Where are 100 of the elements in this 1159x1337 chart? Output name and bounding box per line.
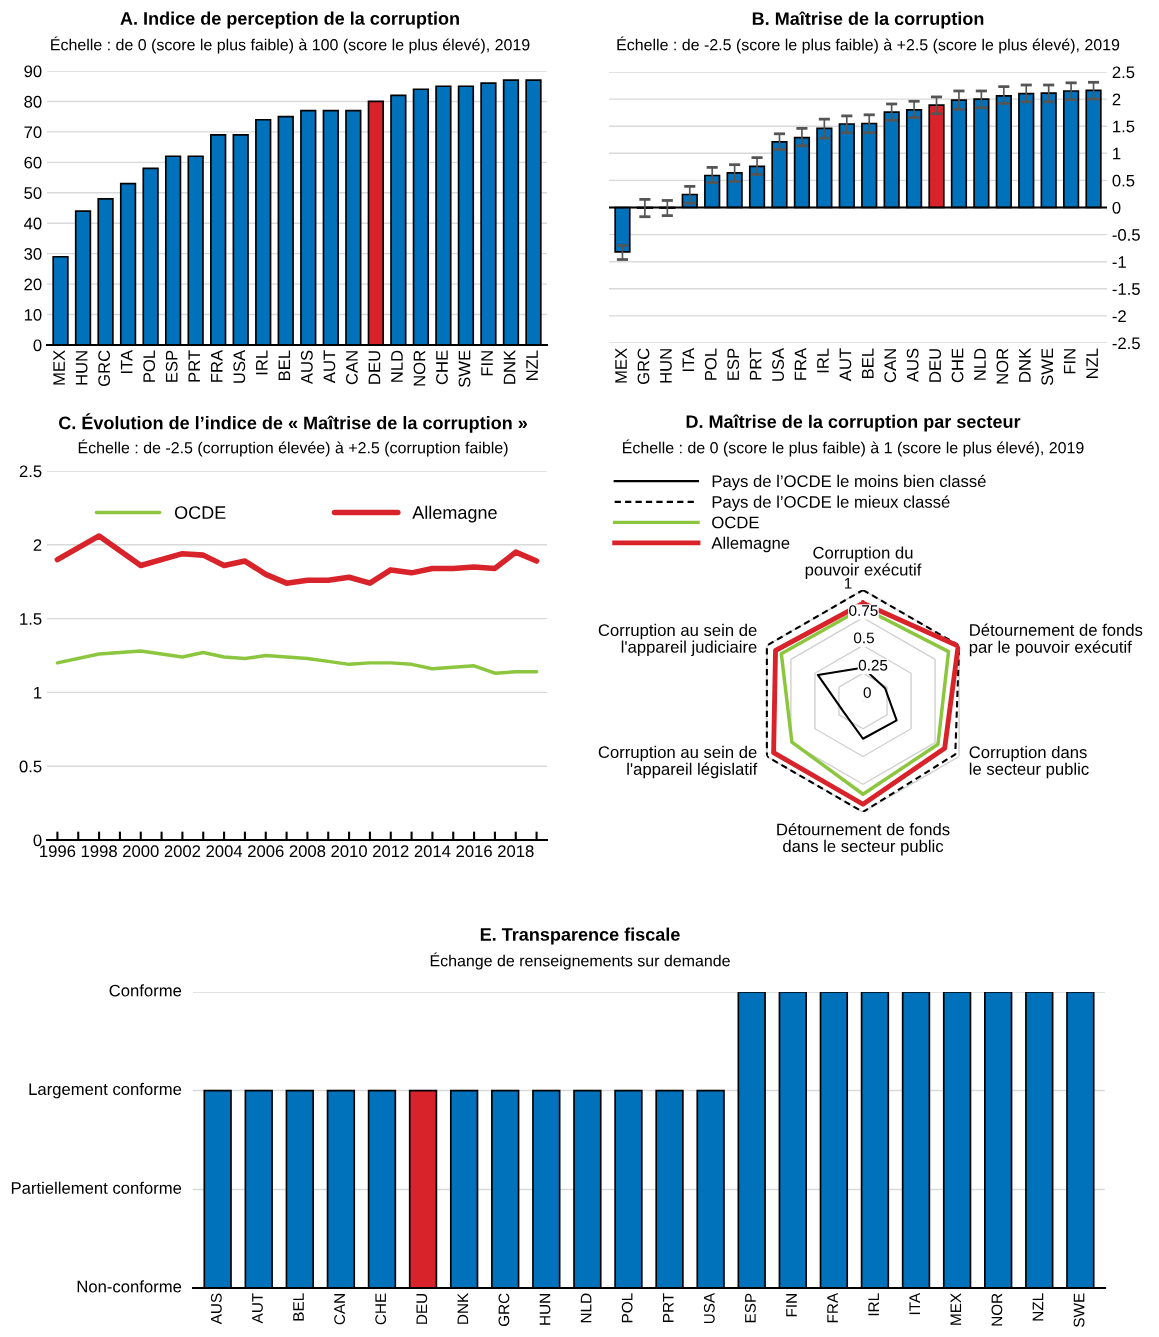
y-tick-label: 10: [24, 308, 42, 321]
chart-title: D. Maîtrise de la corruption par secteur: [686, 414, 1021, 432]
x-tick-label: 2004: [206, 845, 243, 858]
x-tick-label: 2010: [331, 845, 367, 858]
ref-line-label: Conforme: [109, 984, 182, 997]
y-tick-label: 2: [33, 539, 42, 551]
x-tick-label: PRT: [662, 1293, 674, 1322]
x-tick-label: SWE: [1041, 348, 1054, 386]
y-tick-label: 60: [24, 156, 42, 169]
x-tick-label: ESP: [744, 1293, 756, 1323]
legend-label: OCDE: [174, 506, 226, 519]
chart-subtitle: Échelle : de -2.5 (score le plus faible) à +2.5 (score le plus élevé), 2019: [617, 36, 1120, 54]
x-tick-label: DEU: [368, 351, 381, 384]
x-tick-label: AUS: [210, 1293, 222, 1325]
y-tick-label: 1.5: [1113, 120, 1135, 133]
x-tick-label: MEX: [950, 1293, 962, 1325]
y-tick-label: 50: [24, 187, 42, 199]
x-tick-label: ITA: [909, 1292, 920, 1315]
x-tick-label: 1998: [81, 845, 117, 858]
chart-title: B. Maîtrise de la corruption: [752, 11, 984, 29]
x-tick-label: CHE: [436, 350, 448, 385]
x-tick-label: AUS: [300, 350, 313, 385]
y-tick-label: 0.5: [19, 760, 42, 773]
x-tick-label: AUT: [252, 1293, 263, 1324]
x-tick-label: MEX: [615, 348, 627, 383]
x-tick-label: AUS: [906, 348, 919, 383]
y-tick-label: -1: [1112, 256, 1126, 268]
x-tick-label: 2008: [289, 845, 326, 858]
x-tick-label: NZL: [1086, 348, 1098, 378]
x-tick-label: FIN: [786, 1294, 797, 1317]
y-tick-label: 2: [1112, 93, 1121, 106]
y-tick-label: 1: [1113, 147, 1121, 160]
legend-label: Pays de l’OCDE le moins bien classé: [712, 474, 986, 491]
x-tick-label: CAN: [334, 1294, 345, 1325]
y-tick-label: 40: [23, 217, 42, 230]
y-tick-label: 1: [34, 686, 42, 699]
y-tick-label: 1.5: [20, 613, 42, 625]
x-tick-label: DNK: [503, 350, 516, 384]
x-tick-label: NOR: [991, 1293, 1003, 1326]
chart-subtitle: Échange de renseignements sur demande: [430, 952, 730, 970]
y-tick-label: 0.5: [853, 632, 874, 644]
x-tick-label: GRC: [98, 350, 111, 387]
x-tick-label: 2016: [456, 845, 492, 858]
legend-label: Allemagne: [412, 505, 497, 523]
x-tick-label: 2014: [414, 845, 451, 858]
y-tick-label: 0: [863, 687, 871, 698]
x-tick-label: NZL: [526, 350, 538, 380]
y-tick-label: -2.5: [1112, 337, 1140, 350]
legend-label: Allemagne: [711, 536, 790, 553]
x-tick-label: FRA: [827, 1292, 838, 1323]
x-tick-label: PRT: [749, 348, 762, 380]
x-tick-label: 2018: [498, 845, 534, 858]
x-tick-label: NOR: [413, 350, 426, 386]
x-tick-label: ESP: [165, 350, 178, 382]
x-tick-label: GRC: [498, 1293, 510, 1327]
x-tick-label: BEL: [278, 350, 291, 380]
chart-title: E. Transparence fiscale: [480, 927, 680, 945]
chart-subtitle: Échelle : de -2.5 (corruption élevée) à +2.5 (corruption faible): [78, 439, 508, 457]
y-tick-label: 0.5: [1112, 174, 1135, 187]
x-tick-label: FIN: [1063, 349, 1076, 374]
x-tick-label: HUN: [660, 349, 672, 383]
x-tick-label: 1996: [40, 845, 76, 858]
x-tick-label: USA: [772, 347, 784, 381]
y-tick-label: 20: [24, 278, 42, 291]
x-tick-label: FRA: [211, 349, 223, 382]
x-tick-label: PRT: [188, 350, 200, 382]
x-tick-label: USA: [233, 349, 246, 383]
x-tick-label: NZL: [1032, 1293, 1044, 1321]
x-tick-label: IRL: [868, 1293, 879, 1316]
x-tick-label: BEL: [293, 1293, 304, 1321]
spoke-label: Corruption au sein de l'appareil judiciaire: [598, 623, 757, 657]
legend-label: OCDE: [712, 516, 759, 529]
ref-line-label: Partiellement conforme: [11, 1181, 182, 1194]
x-tick-label: IRL: [256, 350, 268, 375]
x-tick-label: ESP: [727, 348, 740, 380]
x-tick-label: FIN: [481, 351, 493, 376]
y-tick-label: 90: [24, 65, 42, 78]
y-tick-label: 80: [24, 95, 42, 108]
x-tick-label: POL: [704, 348, 717, 380]
x-tick-label: NOR: [996, 348, 1009, 384]
x-tick-label: 2012: [373, 845, 409, 858]
y-tick-label: 70: [24, 126, 42, 139]
chart-title: C. Évolution de l’indice de « Maîtrise de la corruption »: [58, 413, 527, 433]
y-tick-label: -2: [1112, 310, 1126, 322]
x-tick-label: DNK: [457, 1293, 469, 1324]
y-tick-label: 2.5: [19, 465, 42, 478]
x-tick-label: AUT: [323, 350, 336, 384]
text: Non-conforme: [77, 1280, 182, 1293]
x-tick-label: 2002: [164, 845, 201, 858]
y-tick-label: -1.5: [1112, 283, 1140, 295]
x-tick-label: AUT: [839, 348, 852, 382]
x-tick-label: 2000: [123, 845, 159, 858]
y-tick-label: 0.75: [849, 605, 878, 616]
x-tick-label: BEL: [862, 348, 874, 378]
chart-title: A. Indice de perception de la corruption: [120, 11, 459, 29]
y-tick-label: 0: [33, 339, 42, 352]
x-tick-label: CHE: [951, 348, 964, 383]
x-tick-label: DEU: [929, 349, 941, 382]
x-tick-label: NLD: [391, 350, 403, 382]
x-tick-label: NLD: [580, 1293, 592, 1323]
